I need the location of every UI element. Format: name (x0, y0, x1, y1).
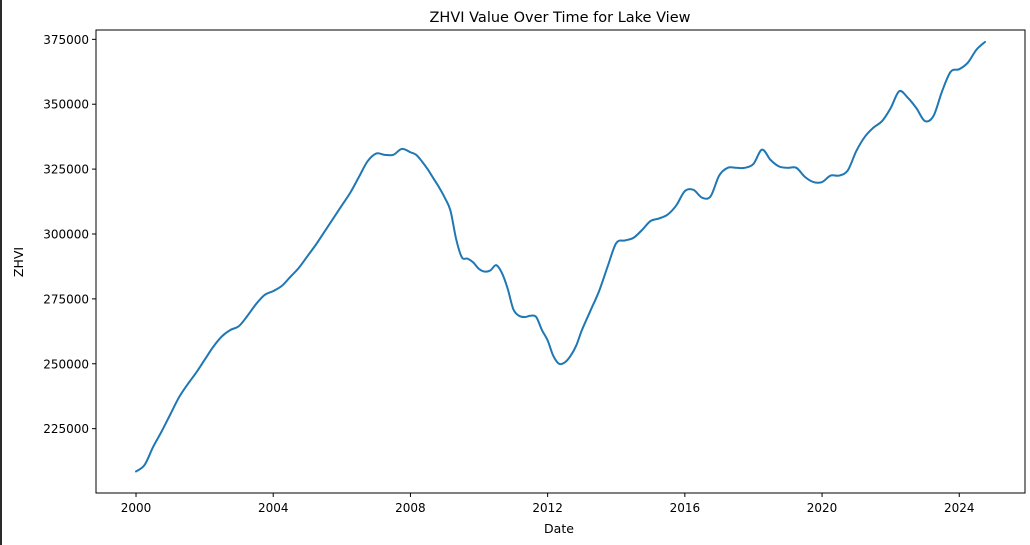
y-tick-label: 325000 (43, 163, 89, 177)
x-tick-label: 2008 (395, 501, 426, 515)
y-tick-label: 250000 (43, 357, 89, 371)
x-tick-label: 2016 (670, 501, 701, 515)
series-line (135, 40, 986, 473)
series-layer (135, 40, 986, 473)
x-tick-label: 2012 (532, 501, 563, 515)
x-axis-label: Date (544, 521, 574, 536)
x-tick-label: 2004 (258, 501, 289, 515)
y-axis-label: ZHVI (11, 247, 26, 277)
x-tick-label: 2020 (807, 501, 838, 515)
y-tick-label: 350000 (43, 98, 89, 112)
x-tick-label: 2024 (944, 501, 975, 515)
y-tick-label: 225000 (43, 422, 89, 436)
x-tick-label: 2000 (121, 501, 152, 515)
y-tick-label: 300000 (43, 227, 89, 241)
x-axis: 2000 2004 2008 2012 2016 2020 2024 (121, 493, 975, 515)
chart-title: ZHVI Value Over Time for Lake View (430, 10, 691, 26)
y-tick-label: 275000 (43, 292, 89, 306)
y-tick-label: 375000 (43, 33, 89, 47)
plot-frame (95, 29, 1026, 494)
y-axis: 225000 250000 275000 300000 325000 350000 3750… (43, 33, 96, 436)
window-left-edge (0, 0, 2, 545)
